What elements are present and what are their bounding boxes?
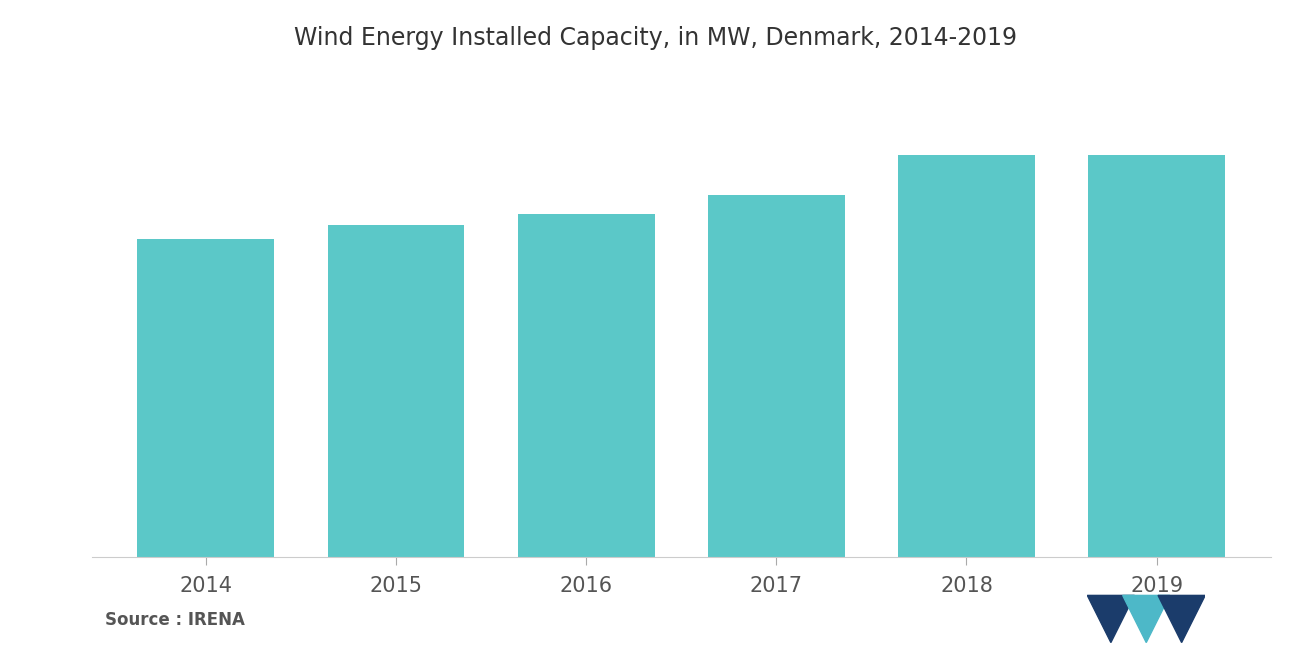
Bar	[707, 195, 845, 557]
Polygon shape	[1087, 595, 1134, 643]
Polygon shape	[1123, 595, 1170, 643]
Text: Wind Energy Installed Capacity, in MW, Denmark, 2014-2019: Wind Energy Installed Capacity, in MW, D…	[293, 26, 1017, 50]
Bar	[1089, 155, 1225, 557]
Bar	[517, 214, 655, 557]
Bar	[897, 155, 1035, 557]
Bar	[328, 225, 465, 557]
Text: Source : IRENA: Source : IRENA	[105, 611, 245, 629]
Polygon shape	[1158, 595, 1205, 643]
Bar	[138, 239, 274, 557]
